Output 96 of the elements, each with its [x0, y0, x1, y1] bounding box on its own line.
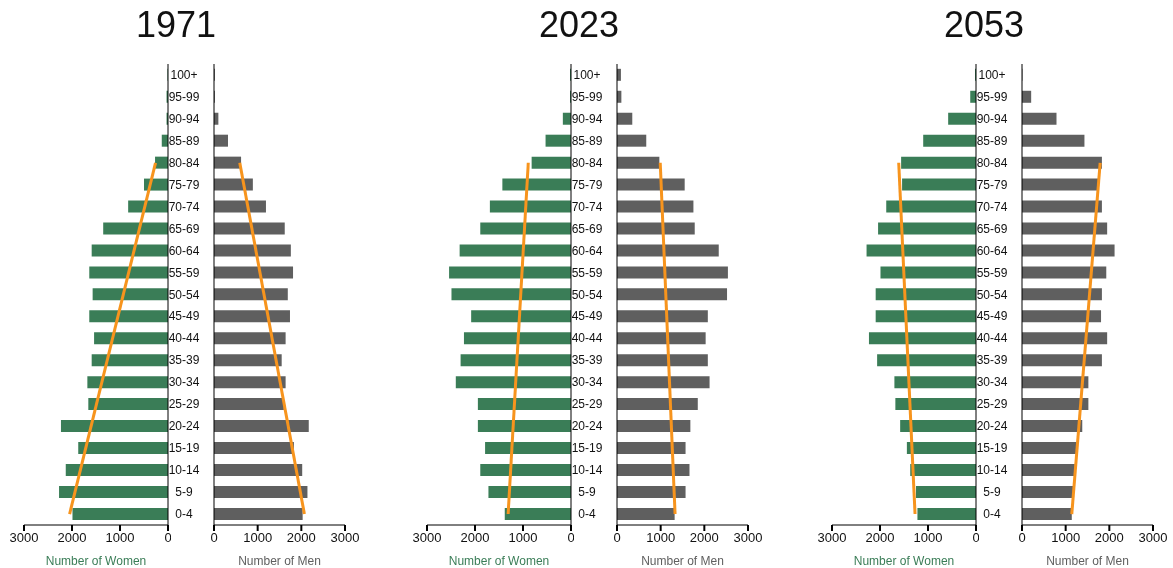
- y-tick-label: 0-4: [983, 507, 1001, 522]
- x-tick-label: 3000: [817, 530, 847, 546]
- x-tick-label: 0: [972, 530, 980, 546]
- x-tick-label: 1000: [105, 530, 135, 546]
- y-tick-label: 50-54: [168, 287, 200, 302]
- y-tick-label: 85-89: [976, 133, 1008, 148]
- y-tick-label: 85-89: [168, 133, 200, 148]
- x-tick-label: 1000: [646, 530, 676, 546]
- x-axis-title: Number of Men: [641, 554, 724, 568]
- y-tick-label: 45-49: [168, 309, 200, 324]
- y-tick-label: 0-4: [175, 507, 193, 522]
- x-tick-label: 3000: [1138, 530, 1168, 546]
- y-tick-label: 30-34: [571, 375, 603, 390]
- y-tick-label: 35-39: [976, 353, 1008, 368]
- y-tick-label: 100+: [170, 67, 198, 82]
- y-tick-label: 40-44: [976, 331, 1008, 346]
- y-tick-label: 70-74: [168, 199, 200, 214]
- y-tick-label: 15-19: [976, 441, 1008, 456]
- y-tick-label: 5-9: [175, 485, 193, 500]
- y-tick-label: 65-69: [976, 221, 1008, 236]
- y-tick-label: 45-49: [976, 309, 1008, 324]
- y-tick-label: 60-64: [571, 243, 603, 258]
- y-tick-label: 15-19: [168, 441, 200, 456]
- x-tick-label: 2000: [57, 530, 87, 546]
- x-tick-label: 2000: [460, 530, 490, 546]
- y-tick-label: 75-79: [571, 177, 603, 192]
- y-tick-label: 25-29: [571, 397, 603, 412]
- y-tick-label: 40-44: [168, 331, 200, 346]
- y-tick-label: 30-34: [168, 375, 200, 390]
- x-tick-label: 2000: [689, 530, 719, 546]
- y-tick-label: 95-99: [571, 89, 603, 104]
- x-tick-label: 2000: [865, 530, 895, 546]
- y-tick-label: 25-29: [976, 397, 1008, 412]
- y-tick-label: 60-64: [976, 243, 1008, 258]
- y-tick-label: 40-44: [571, 331, 603, 346]
- y-tick-label: 35-39: [571, 353, 603, 368]
- y-tick-label: 75-79: [976, 177, 1008, 192]
- y-tick-label: 75-79: [168, 177, 200, 192]
- y-tick-label: 50-54: [976, 287, 1008, 302]
- y-tick-label: 15-19: [571, 441, 603, 456]
- y-tick-label: 90-94: [571, 111, 603, 126]
- y-tick-label: 65-69: [571, 221, 603, 236]
- x-axis-title: Number of Men: [1046, 554, 1129, 568]
- y-tick-label: 85-89: [571, 133, 603, 148]
- y-tick-label: 20-24: [168, 419, 200, 434]
- y-tick-label: 60-64: [168, 243, 200, 258]
- y-tick-label: 95-99: [168, 89, 200, 104]
- x-tick-label: 2000: [1094, 530, 1124, 546]
- y-tick-label: 65-69: [168, 221, 200, 236]
- y-tick-label: 100+: [978, 67, 1006, 82]
- y-tick-label: 5-9: [578, 485, 596, 500]
- x-tick-label: 3000: [330, 530, 360, 546]
- y-tick-label: 10-14: [976, 463, 1008, 478]
- chart-title: 2053: [942, 4, 1026, 46]
- y-tick-label: 80-84: [976, 155, 1008, 170]
- x-tick-label: 0: [1018, 530, 1026, 546]
- x-axis-title: Number of Women: [853, 554, 955, 568]
- x-tick-label: 3000: [412, 530, 442, 546]
- y-tick-label: 100+: [573, 67, 601, 82]
- x-tick-label: 1000: [508, 530, 538, 546]
- x-axis-title: Number of Women: [448, 554, 550, 568]
- y-tick-label: 20-24: [571, 419, 603, 434]
- chart-title: 1971: [134, 4, 218, 46]
- x-tick-label: 3000: [9, 530, 39, 546]
- y-tick-label: 70-74: [571, 199, 603, 214]
- y-tick-label: 30-34: [976, 375, 1008, 390]
- y-tick-label: 55-59: [976, 265, 1008, 280]
- x-axis-title: Number of Men: [238, 554, 321, 568]
- y-tick-label: 25-29: [168, 397, 200, 412]
- x-tick-label: 1000: [913, 530, 943, 546]
- x-tick-label: 1000: [243, 530, 273, 546]
- x-axis-title: Number of Women: [45, 554, 147, 568]
- x-tick-label: 3000: [733, 530, 763, 546]
- x-tick-label: 2000: [286, 530, 316, 546]
- y-tick-label: 55-59: [571, 265, 603, 280]
- y-tick-label: 10-14: [168, 463, 200, 478]
- y-tick-label: 35-39: [168, 353, 200, 368]
- y-tick-label: 10-14: [571, 463, 603, 478]
- y-tick-label: 45-49: [571, 309, 603, 324]
- y-tick-label: 90-94: [168, 111, 200, 126]
- y-tick-label: 0-4: [578, 507, 596, 522]
- x-tick-label: 1000: [1051, 530, 1081, 546]
- y-tick-label: 80-84: [571, 155, 603, 170]
- y-tick-label: 20-24: [976, 419, 1008, 434]
- y-tick-label: 50-54: [571, 287, 603, 302]
- y-tick-label: 55-59: [168, 265, 200, 280]
- y-tick-label: 95-99: [976, 89, 1008, 104]
- y-tick-label: 70-74: [976, 199, 1008, 214]
- y-tick-label: 5-9: [983, 485, 1001, 500]
- x-tick-label: 0: [613, 530, 621, 546]
- x-tick-label: 0: [164, 530, 172, 546]
- x-tick-label: 0: [567, 530, 575, 546]
- x-tick-label: 0: [210, 530, 218, 546]
- y-tick-label: 80-84: [168, 155, 200, 170]
- y-tick-label: 90-94: [976, 111, 1008, 126]
- chart-title: 2023: [537, 4, 621, 46]
